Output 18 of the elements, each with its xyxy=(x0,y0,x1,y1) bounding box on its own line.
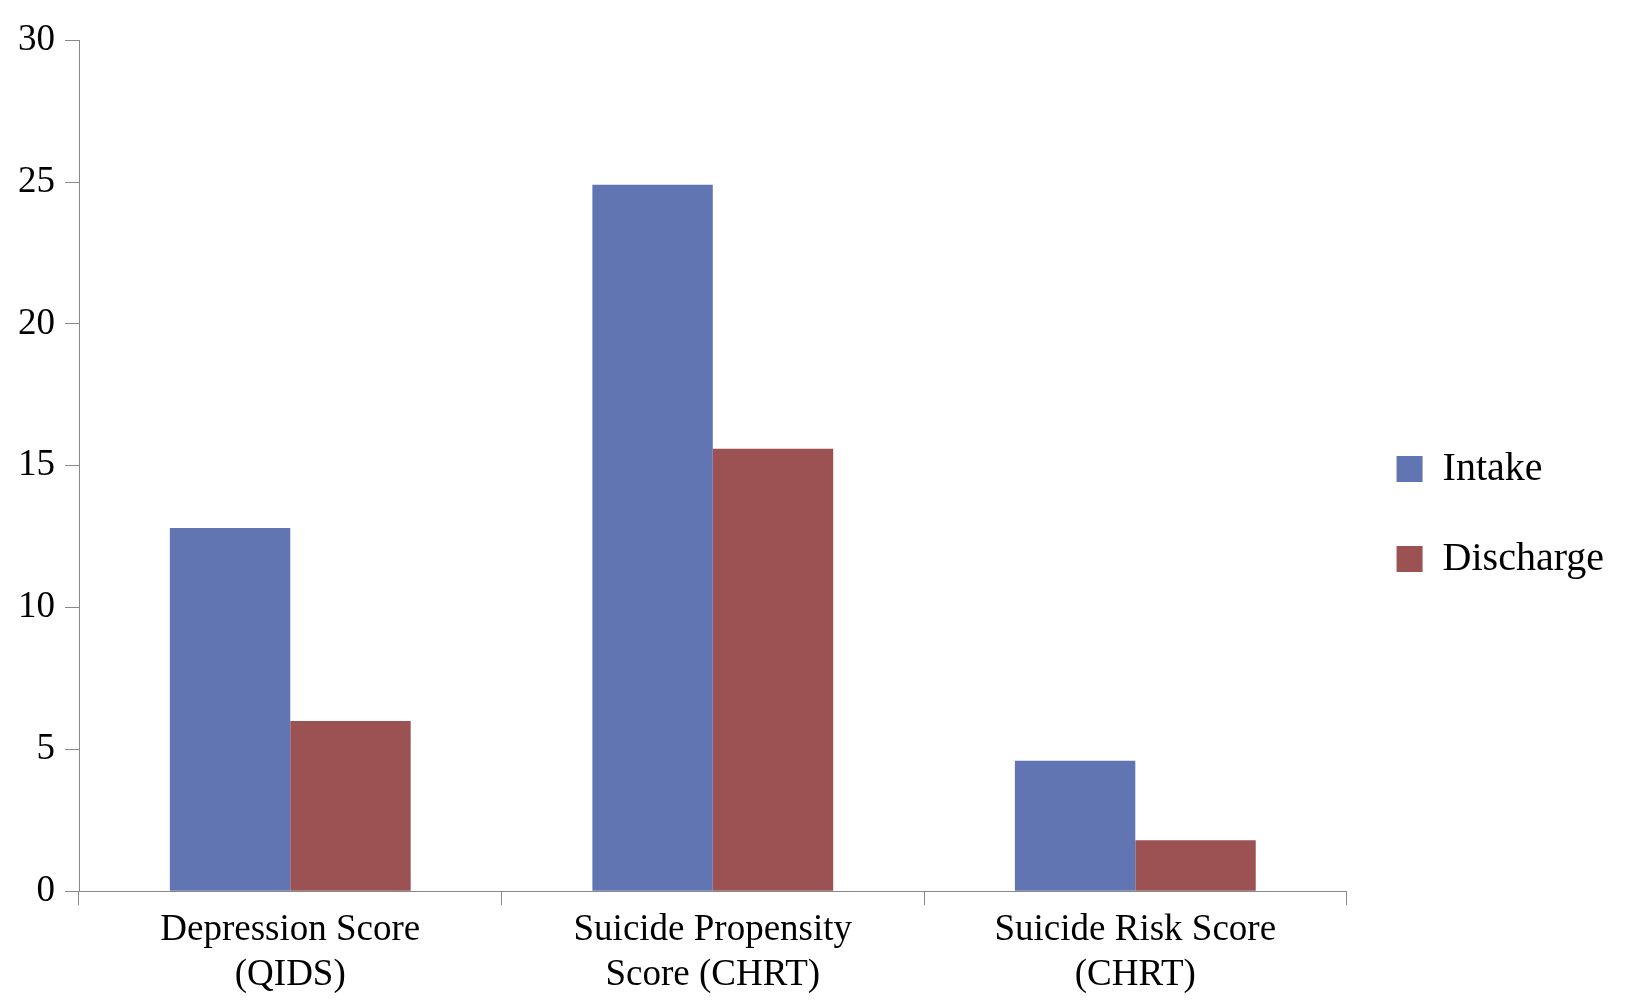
bar xyxy=(169,528,291,891)
x-tick-label: Suicide Risk Score (CHRT) xyxy=(994,907,1277,994)
bar xyxy=(592,184,713,891)
legend-label: Intake xyxy=(1442,443,1543,489)
y-tick-label: 20 xyxy=(18,300,55,342)
y-tick-label: 30 xyxy=(18,16,55,58)
bar xyxy=(290,721,411,891)
y-tick-label: 15 xyxy=(18,442,55,484)
bar xyxy=(1014,760,1136,891)
y-tick-label: 25 xyxy=(18,158,55,200)
bar xyxy=(712,448,834,891)
x-tick-label: Depression Score (QIDS) xyxy=(160,907,421,994)
y-tick-label: 0 xyxy=(36,867,55,909)
x-tick-label: Suicide Propensity Score (CHRT) xyxy=(573,907,853,994)
y-tick-label: 5 xyxy=(36,726,55,768)
y-tick-label: 10 xyxy=(18,584,55,626)
legend-label: Discharge xyxy=(1442,533,1605,579)
bar xyxy=(1135,840,1256,891)
